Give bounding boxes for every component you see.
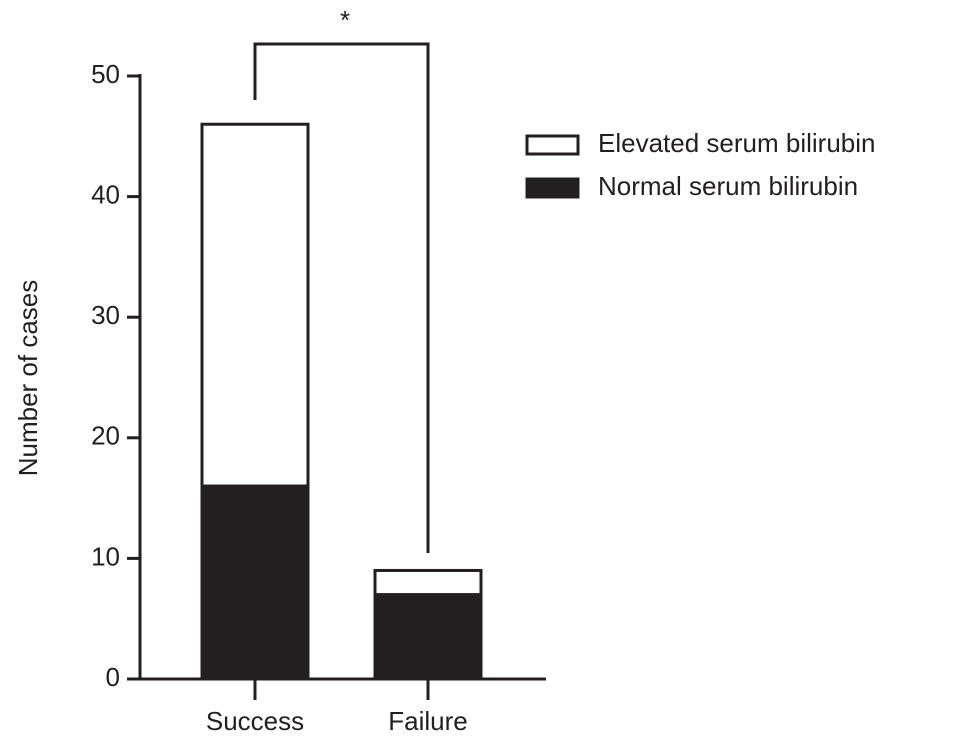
significance-bracket	[253, 42, 430, 553]
y-tick-label: 30	[91, 300, 120, 330]
legend-swatch	[525, 134, 580, 156]
y-tick-label: 40	[91, 179, 120, 209]
y-axis-label: Number of cases	[13, 280, 43, 477]
y-tick-label: 10	[91, 541, 120, 571]
y-tick-label: 0	[106, 662, 120, 692]
bar-segment	[373, 593, 483, 681]
bar-segment	[373, 568, 483, 597]
x-tick-label: Success	[206, 706, 304, 736]
significance-mark: *	[340, 5, 350, 35]
y-tick-label: 20	[91, 421, 120, 451]
legend-label: Elevated serum bilirubin	[598, 128, 875, 158]
bar-segment	[200, 122, 310, 488]
x-tick-label: Failure	[388, 706, 467, 736]
bar-segment	[200, 484, 310, 681]
y-tick-label: 50	[91, 59, 120, 89]
legend-swatch	[525, 177, 580, 199]
legend-label: Normal serum bilirubin	[598, 171, 858, 201]
